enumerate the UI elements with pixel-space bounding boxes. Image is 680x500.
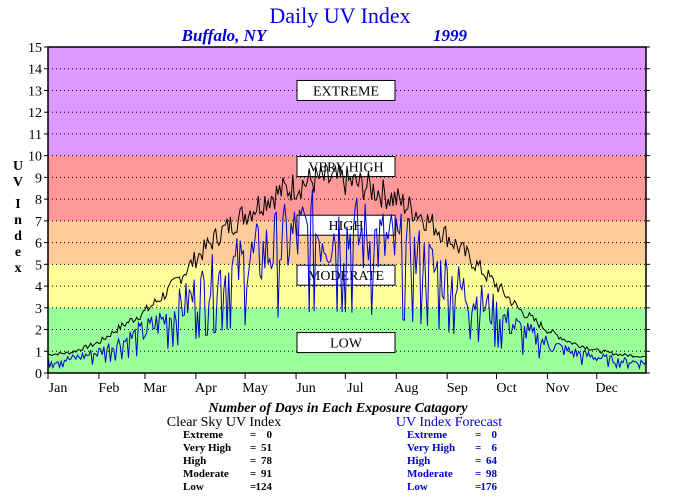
y-label-char: I	[15, 197, 20, 212]
clear-sky-row-value: 51	[261, 442, 272, 454]
chart-title: Daily UV Index	[269, 3, 410, 28]
forecast-row-label: Low	[407, 481, 428, 493]
x-tick-label: Nov	[545, 381, 569, 396]
clear-sky-row-label: Low	[183, 481, 204, 493]
forecast-row-value: 98	[486, 468, 498, 480]
clear-sky-row-value: 91	[261, 468, 272, 480]
clear-sky-row-label: Extreme	[183, 429, 223, 441]
clear-sky-row-label: Very High	[183, 442, 231, 454]
x-tick-label: Jul	[347, 381, 363, 396]
forecast-row-equals: =	[475, 442, 481, 454]
forecast-row-value: 6	[492, 442, 498, 454]
chart-year: 1999	[433, 26, 468, 45]
forecast-series-line	[47, 189, 647, 371]
y-tick-label: 0	[35, 367, 42, 382]
clear-sky-row-value: 124	[256, 481, 273, 493]
band-label: VERY HIGH	[308, 161, 383, 176]
forecast-row-label: Extreme	[407, 429, 447, 441]
forecast-title: UV Index Forecast	[396, 415, 502, 430]
y-tick-label: 5	[35, 258, 42, 273]
y-tick-label: 4	[35, 280, 42, 295]
forecast-row-equals: =	[475, 429, 481, 441]
band-label-box	[296, 79, 396, 101]
x-tick-label: Aug	[394, 381, 418, 396]
clear-sky-row-equals: =	[250, 455, 256, 467]
chart-location: Buffalo, NY	[181, 26, 268, 45]
x-tick-label: Oct	[496, 381, 516, 396]
forecast-row-equals: =	[475, 481, 481, 493]
clear-sky-row-value: 78	[261, 455, 273, 467]
y-tick-label: 8	[35, 193, 42, 208]
y-label-char: n	[14, 213, 22, 228]
x-axis-ticks: Jan Feb Mar Apr May Jun Jul Aug Sep Oct Nov Dec	[47, 373, 618, 396]
forecast-row-label: High	[407, 455, 430, 467]
y-tick-label: 6	[35, 237, 42, 252]
band-label: EXTREME	[313, 84, 379, 99]
forecast-row-value: 176	[481, 481, 498, 493]
forecast-row-label: Very High	[407, 442, 455, 454]
clear-sky-row-label: Moderate	[183, 468, 229, 480]
x-tick-label: Apr	[195, 381, 217, 396]
y-label-char: x	[15, 261, 22, 276]
y-tick-label: 3	[35, 302, 42, 317]
clear-sky-row-value: 0	[267, 429, 273, 441]
y-label-char: e	[15, 245, 21, 260]
x-tick-label: Jan	[49, 381, 68, 396]
x-tick-label: Mar	[143, 381, 167, 396]
forecast-row-label: Moderate	[407, 468, 453, 480]
y-tick-label: 2	[35, 324, 42, 339]
x-tick-label: May	[242, 381, 268, 396]
forecast-row-equals: =	[475, 455, 481, 467]
band-extreme	[48, 47, 646, 156]
clear-sky-row-equals: =	[250, 429, 256, 441]
y-label-char: d	[14, 229, 22, 244]
plot-frame	[47, 46, 647, 374]
y-tick-label: 1	[35, 345, 42, 360]
band-label: HIGH	[329, 219, 364, 234]
x-tick-label: Sep	[447, 381, 468, 396]
y-tick-label: 11	[29, 128, 42, 143]
clear-sky-row-equals: =	[250, 481, 256, 493]
forecast-row-value: 64	[486, 455, 498, 467]
band-label-box	[296, 332, 396, 354]
y-tick-label: 15	[28, 41, 42, 56]
y-label-char: V	[13, 175, 23, 190]
y-tick-label: 13	[28, 84, 42, 99]
clear-sky-row-equals: =	[250, 442, 256, 454]
x-tick-label: Feb	[98, 381, 119, 396]
clear-sky-row-label: High	[183, 455, 206, 467]
y-tick-label: 7	[35, 215, 42, 230]
band-label-box	[296, 214, 396, 236]
series-lines	[47, 162, 647, 371]
x-tick-label: Jun	[296, 381, 315, 396]
summary-heading: Number of Days in Each Exposure Catagory	[207, 401, 468, 416]
forecast-row-value: 0	[492, 429, 498, 441]
clear-sky-row-equals: =	[250, 468, 256, 480]
y-tick-label: 9	[35, 171, 42, 186]
summary-table: Extreme = 0 Very High = 51 High = 78 Moderate = 91 L…	[183, 429, 498, 493]
forecast-row-equals: =	[475, 468, 481, 480]
y-tick-label: 14	[28, 63, 42, 78]
y-tick-label: 12	[28, 106, 42, 121]
y-tick-label: 10	[28, 150, 42, 165]
band-label: LOW	[330, 337, 363, 352]
clear-sky-series-line	[47, 162, 647, 358]
clear-sky-title: Clear Sky UV Index	[167, 415, 281, 430]
x-tick-label: Dec	[595, 381, 618, 396]
y-label-char: U	[13, 159, 23, 174]
